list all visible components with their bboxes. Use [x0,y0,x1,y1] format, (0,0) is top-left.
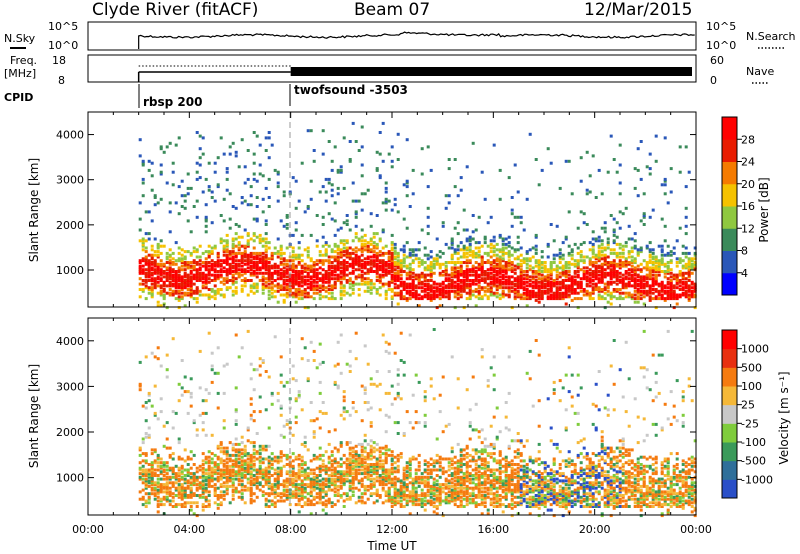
svg-text:4000: 4000 [56,129,84,142]
velocity-pixels [138,328,697,518]
nave-label: Nave [746,65,774,78]
nsearch-tick-top: 10^5 [706,20,736,33]
nave-tick-top: 60 [710,54,724,67]
nsky-tick-top: 10^5 [48,20,78,33]
svg-text:28: 28 [741,133,755,146]
nave-tick-bottom: 0 [710,74,717,87]
cpid-segment-2: twofsound -3503 [294,83,408,97]
freq-trace [137,65,692,82]
nsky-tick-bottom: 10^0 [48,39,78,52]
freq-tick-top: 18 [52,54,66,67]
svg-text:4: 4 [741,267,748,280]
nsearch-tick-bottom: 10^0 [706,39,736,52]
time-axis-label: Time UT [366,539,417,553]
cpid-segment-1: rbsp 200 [143,95,202,109]
date-title: 12/Mar/2015 [584,0,692,20]
freq-unit: [MHz] [4,67,36,80]
svg-text:1000: 1000 [56,264,84,277]
nsky-label: N.Sky [4,32,36,45]
svg-text:8: 8 [741,245,748,258]
nsky-frame [87,21,697,51]
svg-text:12: 12 [741,222,755,235]
velocity-y-label: Slant Range [km] [27,364,41,468]
svg-text:3000: 3000 [56,174,84,187]
velocity-x-axis: 00:00 04:00 08:00 12:00 16:00 20:00 00:00 [72,318,712,536]
power-y-axis: 1000 2000 3000 4000 [56,129,696,277]
svg-text:24: 24 [741,156,755,169]
station-title: Clyde River (fitACF) [92,0,258,20]
freq-tick-bottom: 8 [58,74,65,87]
svg-text:20: 20 [741,178,755,191]
freq-panel: Freq. [MHz] 18 8 60 0 Nave [4,54,774,87]
cpid-label: CPID [4,91,33,104]
power-colorbar-label: Power [dB] [757,177,771,242]
nsky-panel: N.Sky 10^5 10^0 10^5 10^0 N.Search [4,20,796,52]
power-y-label: Slant Range [km] [27,158,41,262]
beam-title: Beam 07 [354,0,430,20]
svg-text:16: 16 [741,200,755,213]
power-colorbar: 28 24 20 16 12 8 4 [721,116,755,296]
power-pixels [138,121,697,310]
nsearch-label: N.Search [746,30,796,43]
power-x-ticks [87,112,697,307]
freq-label: Freq. [10,54,37,67]
power-panel: 1000 2000 3000 4000 Slant Range [km] 28 24 20… [27,111,771,310]
freq-frame [87,54,697,83]
svg-text:2000: 2000 [56,219,84,232]
velocity-colorbar-label: Velocity [m s⁻¹] [777,371,791,464]
nsky-trace [138,31,695,49]
cpid-row: CPID rbsp 200 twofsound -3503 [4,83,408,109]
